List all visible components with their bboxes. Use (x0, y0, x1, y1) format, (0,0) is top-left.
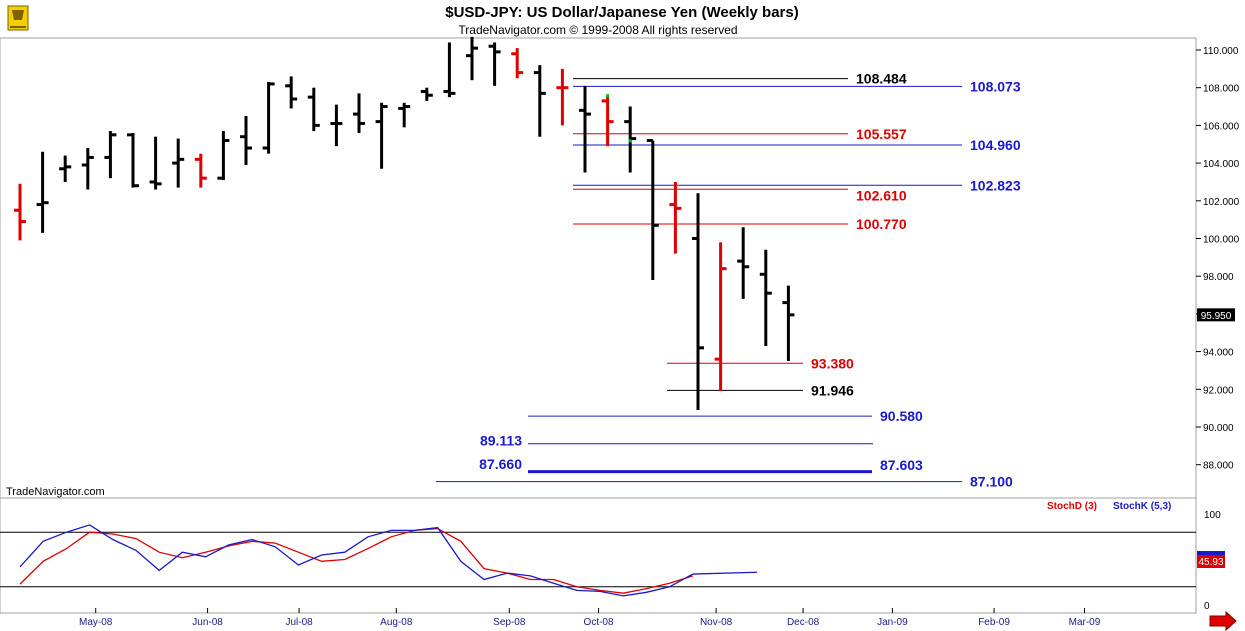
price-tick-label: 98.000 (1203, 272, 1234, 283)
price-level-label: 102.610 (856, 187, 907, 203)
price-level-label: 91.946 (811, 382, 854, 398)
levels-layer: 108.484 108.073 105.557 104.960 102.610 102.8… (436, 71, 1021, 490)
price-tick-label: 100.000 (1203, 235, 1240, 246)
price-level-label: 102.823 (970, 177, 1021, 193)
time-axis: May-08 Jun-08 Jul-08 Aug-08 Sep-08 Oct-08 Nov-… (79, 608, 1101, 628)
price-tick-label: 110.000 (1203, 46, 1239, 57)
oscillator-lines (19, 524, 758, 597)
time-tick-label: Jan-09 (877, 617, 908, 628)
price-tick-label: 106.000 (1203, 121, 1240, 132)
price-tick-label: 94.000 (1203, 348, 1234, 359)
oscillator-panel (0, 497, 1197, 614)
osc-series-tail (692, 571, 758, 575)
signal-marker (606, 94, 610, 98)
osc-last-label: 45.93 (1198, 557, 1223, 568)
time-tick-label: Oct-08 (584, 617, 614, 628)
price-level-label: 87.100 (970, 474, 1013, 490)
time-tick-label: Feb-09 (978, 617, 1010, 628)
price-tick-label: 92.000 (1203, 385, 1234, 396)
time-tick-label: Jun-08 (192, 617, 223, 628)
time-tick-label: Jul-08 (285, 617, 313, 628)
last-price-label: 95.950 (1201, 311, 1232, 322)
time-tick-label: Nov-08 (700, 617, 733, 628)
legend-stochd: StochD (3) (1047, 501, 1097, 512)
bars-layer (14, 36, 795, 411)
logo-icon (7, 5, 29, 31)
time-tick-label: May-08 (79, 617, 113, 628)
price-level-label: 108.073 (970, 78, 1021, 94)
price-tick-label: 90.000 (1203, 423, 1234, 434)
price-level-label: 100.770 (856, 216, 907, 232)
time-tick-label: Mar-09 (1069, 617, 1101, 628)
price-level-label: 87.660 (479, 456, 522, 472)
price-tick-label: 108.000 (1203, 84, 1240, 95)
last-price-tag: 95.950 (1197, 308, 1235, 322)
price-tick-label: 88.000 (1203, 461, 1234, 472)
price-level-label: 105.557 (856, 126, 907, 142)
time-tick-label: Dec-08 (787, 617, 820, 628)
price-tick-label: 102.000 (1203, 197, 1240, 208)
oscillator-axis: 100 0 (0, 510, 1221, 612)
time-tick-label: Sep-08 (493, 617, 526, 628)
osc-last-tag: 45.93 (1197, 551, 1225, 568)
time-tick-label: Aug-08 (380, 617, 413, 628)
osc-series-line (19, 527, 693, 594)
osc-series-line (19, 524, 694, 597)
osc-tick-label: 0 (1204, 601, 1210, 612)
chart-subtitle: TradeNavigator.com © 1999-2008 All right… (458, 23, 737, 37)
legend-stochk: StochK (5,3) (1113, 501, 1171, 512)
price-level-label: 93.380 (811, 355, 854, 371)
price-level-label: 108.484 (856, 71, 907, 87)
signal-marker (628, 139, 632, 143)
price-level-label: 89.113 (480, 433, 522, 449)
price-level-label: 104.960 (970, 137, 1021, 153)
watermark: TradeNavigator.com (6, 486, 105, 498)
chart-title: $USD-JPY: US Dollar/Japanese Yen (Weekly… (445, 4, 798, 21)
price-level-label: 90.580 (880, 408, 923, 424)
price-level-label: 87.603 (880, 457, 923, 473)
scroll-right-arrow-icon[interactable] (1209, 610, 1237, 631)
price-tick-label: 104.000 (1203, 159, 1240, 170)
osc-tick-label: 100 (1204, 510, 1221, 521)
